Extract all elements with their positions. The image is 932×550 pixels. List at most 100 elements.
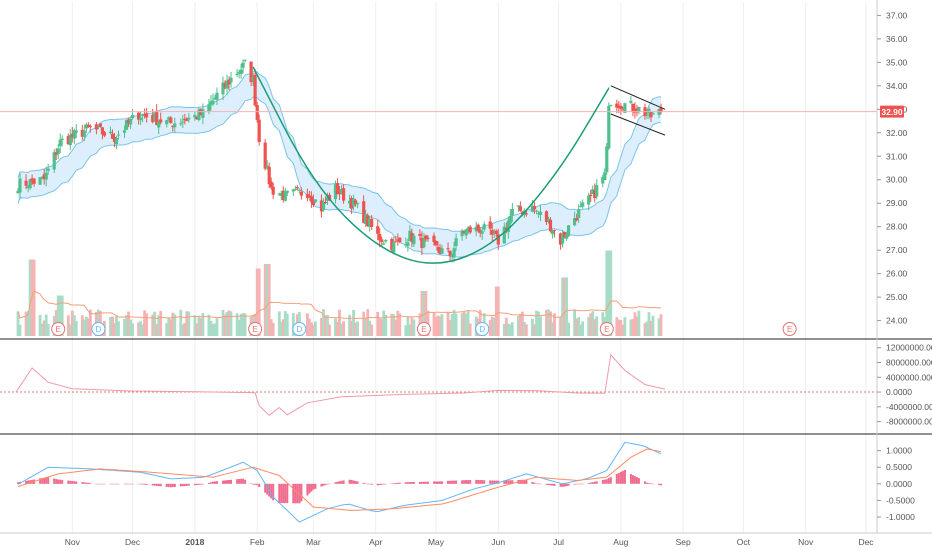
candle[interactable] xyxy=(356,202,360,209)
candle[interactable] xyxy=(139,111,143,125)
candle[interactable] xyxy=(462,230,466,234)
candle[interactable] xyxy=(546,216,551,224)
candle[interactable] xyxy=(313,199,317,203)
candle[interactable] xyxy=(229,71,233,88)
candle[interactable] xyxy=(80,124,84,141)
candle[interactable] xyxy=(436,241,440,253)
candle[interactable] xyxy=(382,241,386,245)
candle[interactable] xyxy=(307,190,311,198)
candle[interactable] xyxy=(88,124,92,133)
candle[interactable] xyxy=(183,113,187,125)
candle[interactable] xyxy=(255,101,259,123)
candle[interactable] xyxy=(30,174,34,185)
candle[interactable] xyxy=(211,93,215,106)
candle[interactable] xyxy=(297,188,301,194)
candle[interactable] xyxy=(225,74,229,95)
candle[interactable] xyxy=(241,59,245,74)
candle[interactable] xyxy=(605,143,609,175)
candle[interactable] xyxy=(432,232,436,246)
earnings-marker[interactable]: E xyxy=(51,322,66,336)
candle[interactable] xyxy=(490,223,494,242)
candle[interactable] xyxy=(364,209,368,227)
time-axis[interactable]: Nov Dec 2018 Feb Mar Apr May Jun Jul Aug Sep Oct Nov… xyxy=(65,537,875,547)
dividend-marker[interactable]: D xyxy=(475,322,490,336)
candle[interactable] xyxy=(398,237,402,244)
candle[interactable] xyxy=(116,130,121,140)
candle[interactable] xyxy=(299,187,303,200)
candle[interactable] xyxy=(615,99,619,114)
candle[interactable] xyxy=(482,221,486,232)
candle[interactable] xyxy=(145,107,149,123)
candle[interactable] xyxy=(98,123,102,128)
candle[interactable] xyxy=(237,69,241,79)
candle[interactable] xyxy=(249,61,253,87)
candle[interactable] xyxy=(311,194,315,207)
candle[interactable] xyxy=(651,111,655,115)
earnings-marker[interactable]: E xyxy=(599,322,614,336)
candle[interactable] xyxy=(354,198,358,207)
candle[interactable] xyxy=(143,108,147,119)
candle[interactable] xyxy=(335,178,340,195)
candle[interactable] xyxy=(267,162,271,188)
candle[interactable] xyxy=(16,188,20,194)
candle[interactable] xyxy=(66,133,70,145)
earnings-marker[interactable]: E xyxy=(782,322,797,336)
candle[interactable] xyxy=(263,139,267,171)
candle[interactable] xyxy=(179,118,183,127)
candle[interactable] xyxy=(621,106,625,111)
candle[interactable] xyxy=(82,124,86,141)
candle[interactable] xyxy=(350,195,354,214)
candle[interactable] xyxy=(589,190,593,202)
candle[interactable] xyxy=(494,229,498,238)
candle[interactable] xyxy=(185,117,189,122)
candle[interactable] xyxy=(26,184,30,193)
candle[interactable] xyxy=(321,198,326,212)
candle[interactable] xyxy=(235,68,239,77)
candle[interactable] xyxy=(563,231,567,239)
candle[interactable] xyxy=(141,113,145,123)
candle[interactable] xyxy=(567,225,571,237)
candle[interactable] xyxy=(337,186,342,200)
candle[interactable] xyxy=(524,210,528,217)
candle[interactable] xyxy=(394,235,398,243)
candle[interactable] xyxy=(384,239,388,244)
candle[interactable] xyxy=(70,127,74,143)
candle[interactable] xyxy=(213,94,217,100)
candle[interactable] xyxy=(171,125,175,132)
candle[interactable] xyxy=(649,111,653,123)
candle[interactable] xyxy=(659,103,663,115)
candle[interactable] xyxy=(420,231,424,255)
candle[interactable] xyxy=(94,122,98,135)
candle[interactable] xyxy=(285,190,289,197)
candle[interactable] xyxy=(28,178,32,191)
candle[interactable] xyxy=(536,211,541,218)
candle[interactable] xyxy=(54,148,58,160)
candle[interactable] xyxy=(319,194,324,218)
candle[interactable] xyxy=(474,221,478,237)
candle[interactable] xyxy=(595,179,599,200)
candle[interactable] xyxy=(548,217,553,233)
candle[interactable] xyxy=(325,192,330,205)
candle[interactable] xyxy=(410,228,414,248)
candle[interactable] xyxy=(352,194,356,211)
candle[interactable] xyxy=(552,229,557,238)
candle[interactable] xyxy=(253,69,257,107)
candle[interactable] xyxy=(193,112,197,121)
candle[interactable] xyxy=(127,117,131,128)
candle[interactable] xyxy=(390,237,394,252)
candle[interactable] xyxy=(452,241,456,263)
candle[interactable] xyxy=(573,211,577,227)
candle[interactable] xyxy=(559,232,563,250)
candle[interactable] xyxy=(239,63,243,79)
candle[interactable] xyxy=(609,104,613,107)
candle[interactable] xyxy=(368,215,372,232)
candle[interactable] xyxy=(593,183,597,203)
candle[interactable] xyxy=(18,173,22,200)
candle[interactable] xyxy=(159,112,163,125)
candle[interactable] xyxy=(44,166,48,187)
candle[interactable] xyxy=(215,87,219,106)
macd-panel[interactable] xyxy=(17,441,662,523)
candle[interactable] xyxy=(538,204,543,222)
